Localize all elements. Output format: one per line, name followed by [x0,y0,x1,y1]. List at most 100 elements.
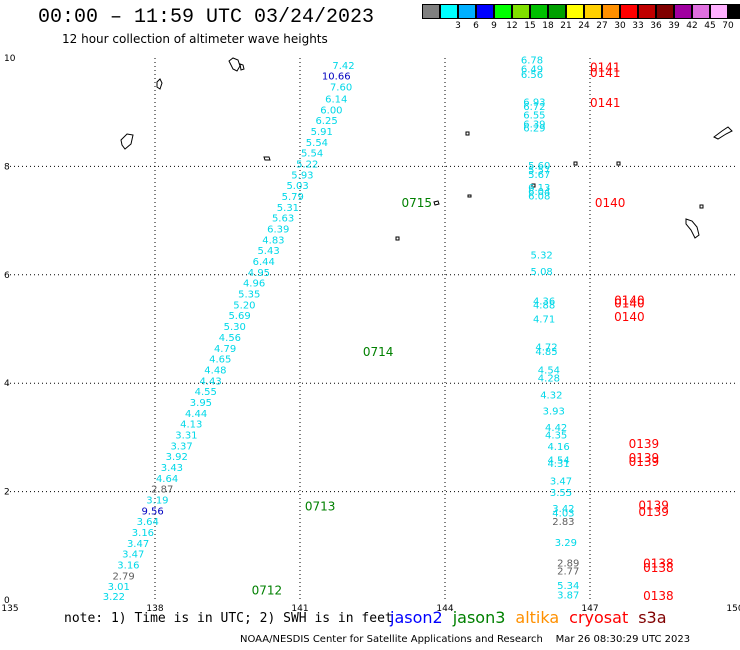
scale-label: 33 [632,21,644,31]
scale-swatch [638,4,656,19]
scale-label: 42 [686,21,698,31]
lat-tick-label: 0 [4,596,10,606]
pass-time-label: 0138 [643,589,674,603]
wave-height-value: 5.30 [224,322,246,333]
wave-height-value: 5.43 [257,246,279,257]
scale-label: 30 [614,21,626,31]
pass-time-label: 0714 [363,345,394,359]
island-outline [239,63,245,71]
wave-height-value: 6.00 [320,105,342,116]
wave-height-value: 5.35 [238,290,260,301]
wave-height-value: 4.35 [545,430,567,441]
scale-swatch [548,4,566,19]
wave-height-value: 4.36 [533,297,555,308]
wave-height-value: 4.65 [209,355,231,366]
pass-time-label: 0138 [643,561,674,575]
wave-height-value: 2.87 [151,485,173,496]
mission-legend: jason2 jason3 altika cryosat s3a [390,608,677,627]
pass-time-label: 0139 [638,498,669,512]
scale-swatch [476,4,494,19]
wave-height-value: 5.54 [301,149,323,160]
wave-height-value: 6.04 [528,187,550,198]
wave-height-value: 2.89 [557,558,579,569]
island-outline [573,161,578,166]
wave-height-value: 4.88 [533,300,555,311]
wave-height-value: 4.31 [547,459,569,470]
wave-height-value: 3.43 [161,463,183,474]
wave-height-value: 4.13 [180,420,202,431]
scale-swatch [602,4,620,19]
wave-height-value: 7.42 [332,61,354,72]
pass-time-label: 0140 [614,294,645,308]
scale-label: 27 [596,21,608,31]
wave-height-value: 3.01 [108,582,130,593]
wave-height-value: 2.79 [112,571,134,582]
scale-swatch [584,4,602,19]
scale-label: 12 [506,21,518,31]
wave-height-value: 3.64 [137,517,159,528]
wave-height-value: 3.37 [170,441,192,452]
wave-height-value: 4.32 [540,390,562,401]
mission-cryosat: cryosat [569,608,629,627]
island-outline [433,200,440,206]
wave-height-value: 4.54 [547,455,569,466]
scale-label: 9 [491,21,497,31]
wave-height-value: 6.14 [325,94,347,105]
wave-height-value: 6.39 [523,119,545,130]
wave-height-value: 3.31 [175,430,197,441]
wave-height-value: 5.69 [228,311,250,322]
pass-time-label: 0139 [629,451,660,465]
wave-height-value: 4.96 [243,279,265,290]
wave-height-value: 6.08 [528,191,550,202]
wave-height-value: 5.67 [528,170,550,181]
page-subtitle: 12 hour collection of altimeter wave hei… [62,32,328,46]
wave-height-value: 4.64 [156,474,178,485]
pass-time-label: 0138 [643,556,674,570]
credit-text: NOAA/NESDIS Center for Satellite Applica… [240,634,543,645]
wave-height-value: 4.44 [185,409,207,420]
wave-height-value: 3.87 [557,590,579,601]
pass-time-label: 0140 [614,310,645,324]
pass-time-label: 0715 [402,196,433,210]
wave-height-value: 4.85 [535,347,557,358]
scale-swatch [710,4,728,19]
wave-height-value: 6.93 [523,98,545,109]
island-outline [616,161,621,166]
wave-height-value: 4.71 [533,314,555,325]
footer-credit: NOAA/NESDIS Center for Satellite Applica… [240,634,690,645]
wave-height-value: 5.20 [233,300,255,311]
lat-tick-label: 8 [4,162,10,172]
scale-swatch [458,4,476,19]
island-outline [228,57,241,72]
wave-height-value: 4.95 [248,268,270,279]
pass-time-label: 0139 [638,505,669,519]
wave-height-value: 5.79 [282,192,304,203]
wave-height-value: 3.95 [190,398,212,409]
scale-swatch [512,4,530,19]
island-outline [713,126,733,140]
lon-tick-label: 135 [1,604,18,614]
wave-height-value: 3.55 [550,488,572,499]
wave-height-value: 5.34 [557,581,579,592]
wave-height-value: 5.31 [277,203,299,214]
pass-time-label: 0713 [305,500,336,514]
wave-height-value: 3.93 [543,407,565,418]
scale-label: 24 [578,21,590,31]
scale-label: 6 [473,21,479,31]
scale-label: 15 [524,21,536,31]
lon-tick-label: 141 [291,604,308,614]
wave-height-value: 5.08 [531,267,553,278]
wave-height-value: 6.78 [521,55,543,66]
wave-height-value: 5.60 [528,161,550,172]
scale-swatch [728,4,740,19]
wave-height-value: 6.13 [528,183,550,194]
wave-height-value: 3.47 [127,539,149,550]
mission-jason2: jason2 [390,608,443,627]
wave-height-value: 6.56 [521,70,543,81]
lon-tick-label: 138 [146,604,163,614]
scale-swatch [422,4,440,19]
wave-height-value: 3.29 [555,538,577,549]
wave-height-value: 3.19 [146,496,168,507]
island-outline [465,131,470,136]
pass-time-label: 0712 [252,584,283,598]
